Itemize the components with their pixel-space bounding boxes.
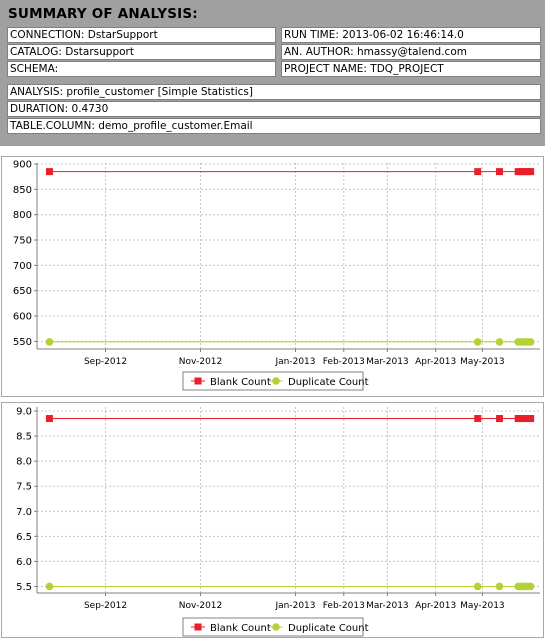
legend-marker — [194, 377, 202, 385]
y-tick-label: 600 — [13, 312, 32, 323]
data-point — [45, 415, 53, 423]
data-point — [473, 338, 482, 346]
data-point — [495, 338, 504, 346]
data-point — [526, 582, 535, 591]
data-point — [496, 415, 504, 423]
x-tick-label: Feb-2013 — [323, 357, 365, 367]
duration-field: DURATION: 0.4730 — [7, 101, 541, 117]
legend-marker — [272, 623, 280, 631]
summary-title: SUMMARY OF ANALYSIS: — [8, 6, 198, 22]
data-point — [474, 168, 482, 176]
y-tick-label: 700 — [13, 261, 32, 272]
author-field: AN. AUTHOR: hmassy@talend.com — [281, 44, 541, 60]
y-tick-label: 750 — [13, 236, 32, 247]
data-point — [45, 582, 54, 591]
table-column-field: TABLE.COLUMN: demo_profile_customer.Emai… — [7, 118, 541, 134]
y-tick-label: 7.0 — [16, 507, 32, 518]
data-point — [496, 168, 504, 176]
x-tick-label: Mar-2013 — [366, 601, 409, 611]
data-point — [45, 168, 53, 176]
y-tick-label: 800 — [13, 210, 32, 221]
blank-duplicate-ratio-chart: 5.5 6.0 6.5 7.0 7.5 8.0 8.5 9.0 Sep-2012 Nov-2012… — [1, 402, 544, 638]
project-name-field: PROJECT NAME: TDQ_PROJECT — [281, 61, 541, 77]
legend-label: Duplicate Count — [288, 623, 369, 634]
y-tick-label: 900 — [13, 160, 32, 171]
chart-svg: 550 600 650 700 750 800 850 900 Sep-2012 Nov-2012… — [13, 160, 540, 391]
y-tick-label: 8.0 — [16, 457, 32, 468]
legend: Blank Count Duplicate Count — [182, 371, 369, 391]
legend-marker — [194, 623, 202, 631]
x-tick-label: Nov-2012 — [179, 601, 222, 611]
y-tick-label: 550 — [13, 337, 32, 348]
y-tick-label: 6.0 — [16, 557, 32, 568]
data-point — [527, 415, 535, 423]
connection-field: CONNECTION: DstarSupport — [7, 27, 276, 43]
data-point — [45, 338, 54, 346]
y-tick-label: 8.5 — [16, 432, 32, 443]
blank-duplicate-count-chart: 550 600 650 700 750 800 850 900 Sep-2012 Nov-2012… — [1, 156, 544, 397]
y-tick-label: 6.5 — [16, 532, 32, 543]
y-tick-label: 650 — [13, 286, 32, 297]
analysis-field: ANALYSIS: profile_customer [Simple Stati… — [7, 84, 541, 100]
x-tick-label: Jan-2013 — [274, 357, 315, 367]
y-tick-label: 5.5 — [16, 582, 32, 593]
data-point — [473, 582, 482, 591]
legend-label: Duplicate Count — [288, 377, 369, 388]
data-point — [474, 415, 482, 423]
y-tick-label: 850 — [13, 185, 32, 196]
x-tick-label: Feb-2013 — [323, 601, 365, 611]
legend: Blank Count Duplicate Count — [182, 617, 369, 637]
y-tick-label: 9.0 — [16, 407, 32, 418]
legend-label: Blank Count — [210, 377, 271, 388]
x-tick-label: Mar-2013 — [366, 357, 409, 367]
x-tick-label: Apr-2013 — [415, 601, 456, 611]
y-tick-label: 7.5 — [16, 482, 32, 493]
data-point — [527, 168, 535, 176]
legend-marker — [272, 377, 280, 385]
legend-label: Blank Count — [210, 623, 271, 634]
x-tick-label: Sep-2012 — [84, 357, 127, 367]
x-tick-label: Apr-2013 — [415, 357, 456, 367]
catalog-field: CATALOG: Dstarsupport — [7, 44, 276, 60]
schema-field: SCHEMA: — [7, 61, 276, 77]
summary-panel: SUMMARY OF ANALYSIS: CONNECTION: DstarSu… — [0, 0, 545, 146]
x-tick-label: Sep-2012 — [84, 601, 127, 611]
x-tick-label: Nov-2012 — [179, 357, 222, 367]
chart-svg: 5.5 6.0 6.5 7.0 7.5 8.0 8.5 9.0 Sep-2012 Nov-2012… — [16, 407, 540, 637]
x-tick-label: May-2013 — [460, 601, 505, 611]
x-tick-label: Jan-2013 — [274, 601, 315, 611]
run-time-field: RUN TIME: 2013-06-02 16:46:14.0 — [281, 27, 541, 43]
x-tick-label: May-2013 — [460, 357, 505, 367]
data-point — [495, 582, 504, 591]
data-point — [526, 338, 535, 346]
